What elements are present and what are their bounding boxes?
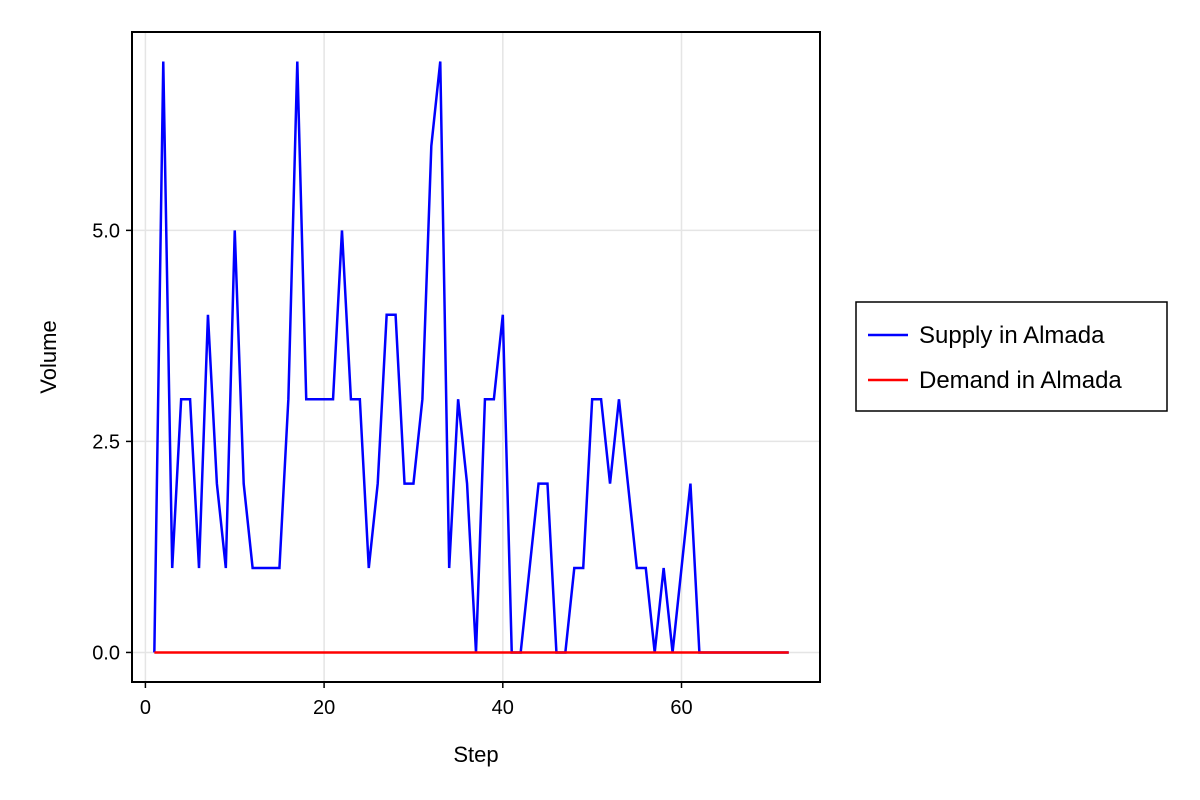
x-tick-label: 60 — [670, 697, 692, 719]
y-tick-label: 0.0 — [92, 642, 120, 664]
series-line-supply — [153, 61, 789, 654]
y-tick-label: 2.5 — [92, 431, 120, 453]
grid — [132, 32, 820, 682]
x-tick-label: 0 — [140, 697, 151, 719]
x-tick-label: 40 — [492, 697, 514, 719]
plot-frame — [131, 31, 821, 683]
legend: Supply in Almada Demand in Almada — [855, 301, 1168, 412]
axis-ticks: 0 20 40 60 0.0 2.5 5.0 — [92, 220, 692, 719]
x-tick-label: 20 — [313, 697, 335, 719]
legend-label: Demand in Almada — [919, 367, 1122, 394]
legend-label: Supply in Almada — [919, 322, 1105, 349]
y-axis-title: Volume — [36, 320, 61, 393]
y-tick-label: 5.0 — [92, 220, 120, 242]
x-axis-title: Step — [453, 742, 498, 767]
series-lines — [153, 61, 789, 654]
legend-box — [855, 301, 1168, 412]
